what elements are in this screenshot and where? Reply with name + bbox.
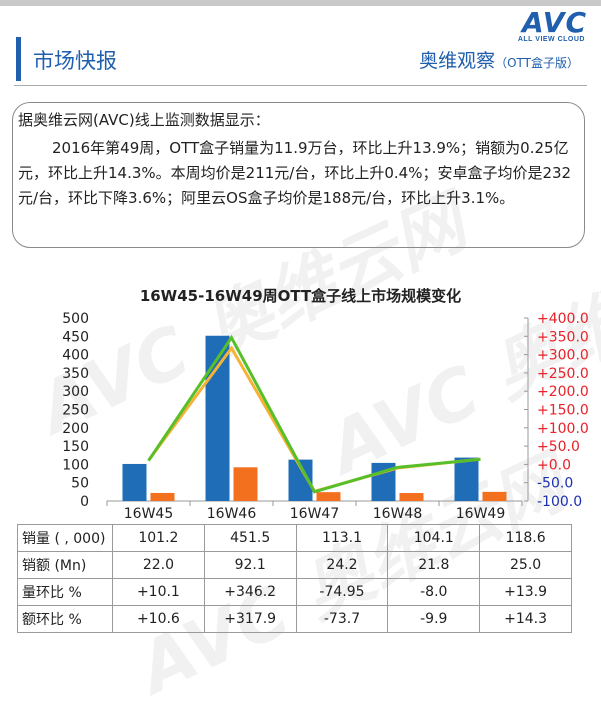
- right-axis-tick-label: +250.0: [537, 366, 589, 382]
- right-axis-tick-label: +400.0: [537, 311, 589, 327]
- left-axis-tick-label: 350: [62, 366, 89, 382]
- table-row: 销额 (Mn) 22.0 92.1 24.2 21.8 25.0: [17, 551, 572, 579]
- left-axis-tick-label: 300: [62, 384, 89, 400]
- table-cell: -9.9: [387, 605, 481, 633]
- left-axis-tick-label: 400: [62, 348, 89, 364]
- left-axis-tick-label: 500: [62, 311, 89, 327]
- table-cell: +14.3: [479, 605, 572, 633]
- table-row: 销量 ( , 000) 101.2 451.5 113.1 104.1 118.…: [17, 524, 572, 552]
- left-axis-tick-label: 0: [80, 494, 89, 510]
- left-axis-tick-label: 50: [71, 476, 89, 492]
- right-axis-tick-label: -50.0: [537, 476, 573, 492]
- observation-subtitle: （OTT盒子版）: [495, 56, 579, 70]
- volume-growth-line: [147, 334, 481, 494]
- observation-title: 奥维观察: [419, 50, 496, 72]
- x-axis-tick-label: 16W49: [456, 506, 505, 522]
- table-row: 量环比 % +10.1 +346.2 -74.95 -8.0 +13.9: [17, 578, 572, 606]
- right-axis-tick-label: +0.0: [537, 457, 571, 473]
- value-growth-line: [147, 345, 481, 494]
- sales-volume-bar: [205, 335, 230, 501]
- table-cell: +10.6: [112, 605, 205, 633]
- table-cell: 101.2: [112, 524, 205, 552]
- sales-value-bar: [150, 492, 175, 501]
- top-bar: [0, 0, 601, 6]
- table-cell: 21.8: [387, 551, 481, 579]
- data-table: 销量 ( , 000) 101.2 451.5 113.1 104.1 118.…: [17, 524, 572, 633]
- table-cell: -74.95: [295, 578, 389, 606]
- table-cell: 92.1: [203, 551, 297, 579]
- left-axis-tick-label: 450: [62, 329, 89, 345]
- header-divider: [14, 85, 587, 86]
- left-axis-tick-label: 150: [62, 439, 89, 455]
- x-axis-tick-label: 16W45: [124, 506, 173, 522]
- row-label: 量环比 %: [17, 578, 113, 606]
- table-cell: 113.1: [295, 524, 389, 552]
- table-row: 额环比 % +10.6 +317.9 -73.7 -9.9 +14.3: [17, 605, 572, 633]
- table-cell: 451.5: [203, 524, 297, 552]
- avc-logo: AVC: [522, 6, 587, 39]
- right-axis-tick-label: +300.0: [537, 348, 589, 364]
- header-right-title: 奥维观察（OTT盒子版）: [419, 46, 579, 73]
- section-title: 市场快报: [33, 49, 117, 73]
- table-cell: -8.0: [387, 578, 481, 606]
- sales-value-bar: [482, 491, 507, 501]
- chart-title: 16W45-16W49周OTT盒子线上市场规模变化: [139, 287, 462, 305]
- summary-box: [12, 102, 585, 248]
- table-cell: +10.1: [112, 578, 205, 606]
- left-axis-tick-label: 250: [62, 403, 89, 419]
- row-label: 额环比 %: [17, 605, 113, 633]
- right-axis-tick-label: +200.0: [537, 384, 589, 400]
- x-axis-tick-label: 16W47: [290, 506, 339, 522]
- table-cell: +346.2: [203, 578, 297, 606]
- x-axis-tick-label: 16W48: [373, 506, 422, 522]
- sales-value-bar: [399, 493, 424, 501]
- x-axis-tick-label: 16W46: [207, 506, 257, 522]
- sales-volume-bar: [454, 457, 479, 501]
- left-axis-tick-label: 200: [62, 421, 89, 437]
- market-scale-chart: 0 50 100 150 200 250 300 350 400 450 500 -100.0 -50.…: [62, 311, 589, 522]
- summary-body: 2016年第49周，OTT盒子销量为11.9万台，环比上升13.9%；销额为0.…: [18, 139, 572, 207]
- right-axis-tick-label: +50.0: [537, 439, 580, 455]
- table-cell: +317.9: [203, 605, 297, 633]
- sales-volume-bar: [122, 463, 147, 501]
- left-axis-tick-label: 100: [62, 457, 89, 473]
- table-cell: 25.0: [479, 551, 572, 579]
- right-axis-tick-label: +150.0: [537, 403, 589, 419]
- avc-logo-subtitle: ALL VIEW CLOUD: [517, 36, 585, 43]
- section-accent-bar: [16, 37, 21, 81]
- summary-intro: 据奥维云网(AVC)线上监测数据显示：: [18, 111, 270, 129]
- table-cell: 118.6: [479, 524, 572, 552]
- table-cell: +13.9: [479, 578, 572, 606]
- sales-value-bar: [233, 467, 258, 501]
- table-cell: -73.7: [295, 605, 389, 633]
- row-label: 销量 ( , 000): [17, 524, 113, 552]
- right-axis-tick-label: +100.0: [537, 421, 589, 437]
- sales-value-bar: [316, 492, 341, 501]
- table-cell: 22.0: [112, 551, 205, 579]
- right-axis-tick-label: -100.0: [537, 494, 582, 510]
- table-cell: 24.2: [295, 551, 389, 579]
- right-axis-tick-label: +350.0: [537, 329, 589, 345]
- row-label: 销额 (Mn): [17, 551, 113, 579]
- table-cell: 104.1: [387, 524, 481, 552]
